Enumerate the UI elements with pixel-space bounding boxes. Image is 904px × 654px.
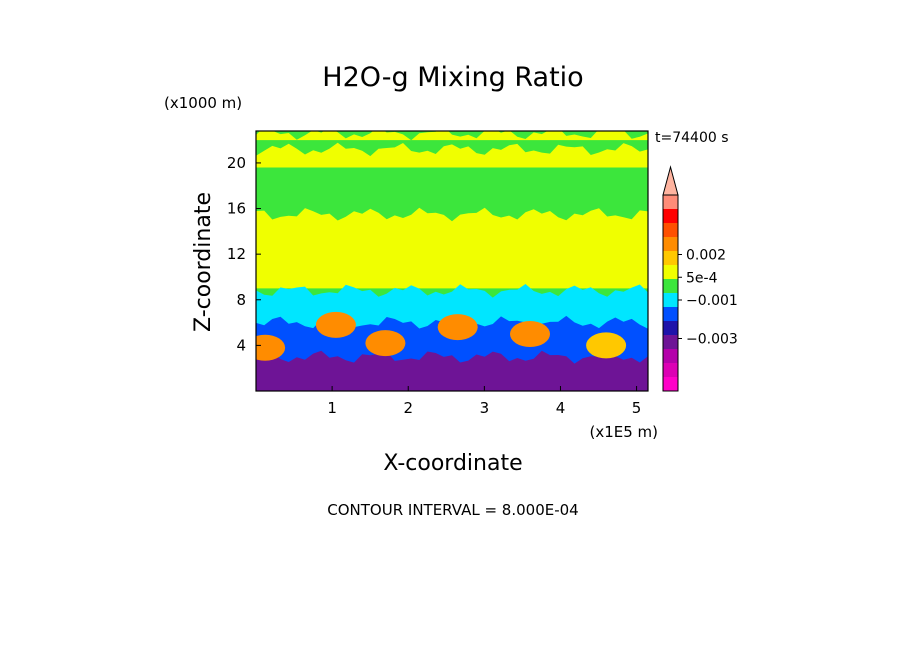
- colorbar-level-2: [663, 363, 678, 377]
- x-tick-label-3: 3: [480, 399, 490, 417]
- x-axis-label: X-coordinate: [383, 451, 522, 476]
- y-tick-label-12: 12: [227, 245, 246, 263]
- x-tick-label-1: 1: [327, 399, 337, 417]
- y-tick-label-16: 16: [227, 200, 246, 218]
- chart-title: H2O-g Mixing Ratio: [322, 62, 583, 93]
- colorbar-level-13: [663, 209, 678, 223]
- colorbar-label-1: 0.002: [686, 248, 726, 264]
- colorbar-label-4: −0.003: [686, 332, 738, 348]
- y-axis-label: Z-coordinate: [191, 192, 216, 332]
- field-layer-tropopause-yellow: [256, 142, 648, 168]
- y-tick-label-8: 8: [236, 291, 246, 309]
- x-scale-label: (x1E5 m): [589, 423, 658, 441]
- colorbar-frame: [662, 194, 679, 392]
- field-layer-mid-yellow: [256, 207, 648, 289]
- x-tick-label-4: 4: [556, 399, 566, 417]
- colorbar-level-4: [663, 335, 678, 349]
- colorbar-label-3: −0.001: [686, 293, 738, 309]
- y-tick-label-4: 4: [236, 336, 246, 354]
- colorbar-level-9: [663, 265, 678, 279]
- colorbar-level-1: [663, 377, 678, 391]
- x-axis: 1 2 3 4 5: [327, 386, 641, 417]
- field-anomaly-6: [586, 332, 627, 359]
- time-label: t=74400 s: [655, 130, 729, 146]
- field-anomaly-3: [365, 330, 406, 357]
- y-scale-label: (x1000 m): [164, 94, 242, 112]
- colorbar: 0.002 5e-4 −0.001 −0.003: [662, 165, 738, 392]
- colorbar-level-8: [663, 279, 678, 293]
- colorbar-level-7: [663, 293, 678, 307]
- field-anomaly-2: [315, 311, 356, 338]
- x-tick-label-2: 2: [403, 399, 413, 417]
- field-layer-top-strip: [256, 131, 648, 141]
- colorbar-level-3: [663, 349, 678, 363]
- colorbar-level-6: [663, 307, 678, 321]
- colorbar-level-14: [663, 195, 678, 209]
- field-anomaly-1: [256, 334, 286, 361]
- colorbar-level-5: [663, 321, 678, 335]
- colorbar-level-11: [663, 237, 678, 251]
- colorbar-level-10: [663, 251, 678, 265]
- contour-interval-label: CONTOUR INTERVAL = 8.000E-04: [327, 501, 578, 519]
- x-tick-label-5: 5: [632, 399, 642, 417]
- contour-field: [256, 131, 648, 391]
- colorbar-label-2: 5e-4: [686, 270, 718, 286]
- colorbar-level-12: [663, 223, 678, 237]
- field-anomaly-5: [510, 321, 550, 347]
- field-anomaly-4: [437, 314, 478, 341]
- field-layer-purple-base: [256, 350, 648, 391]
- plot-frame: [255, 130, 649, 392]
- y-tick-label-20: 20: [227, 154, 246, 172]
- y-axis: 4 8 12 16 20: [227, 154, 261, 354]
